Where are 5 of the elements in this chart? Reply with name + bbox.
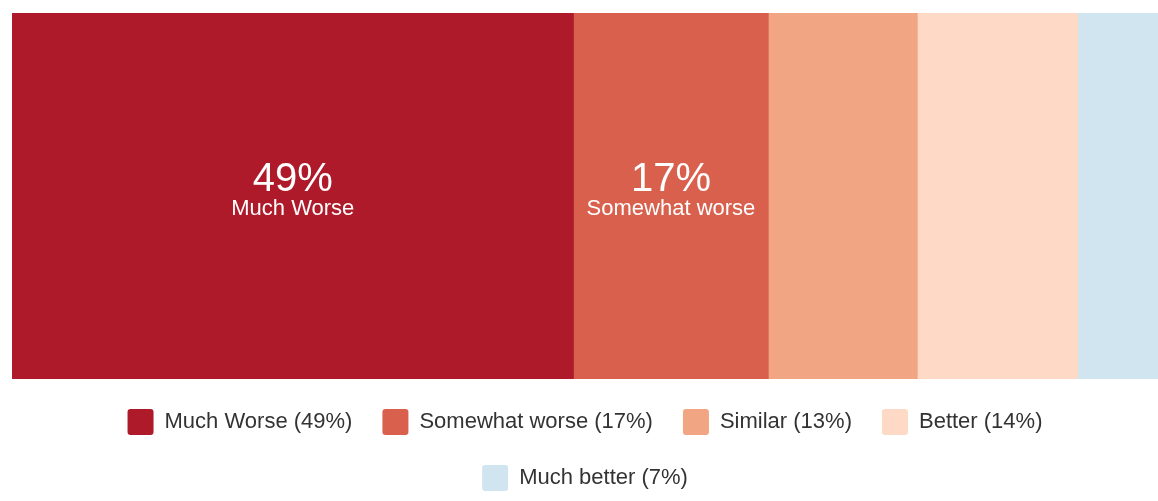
legend-label: Somewhat worse (17%) — [419, 408, 653, 434]
legend-label: Much Worse (49%) — [164, 408, 353, 434]
legend-label: Similar (13%) — [719, 408, 852, 434]
legend-label: Better (14%) — [918, 408, 1043, 434]
legend-label: Much better (7%) — [519, 464, 688, 490]
